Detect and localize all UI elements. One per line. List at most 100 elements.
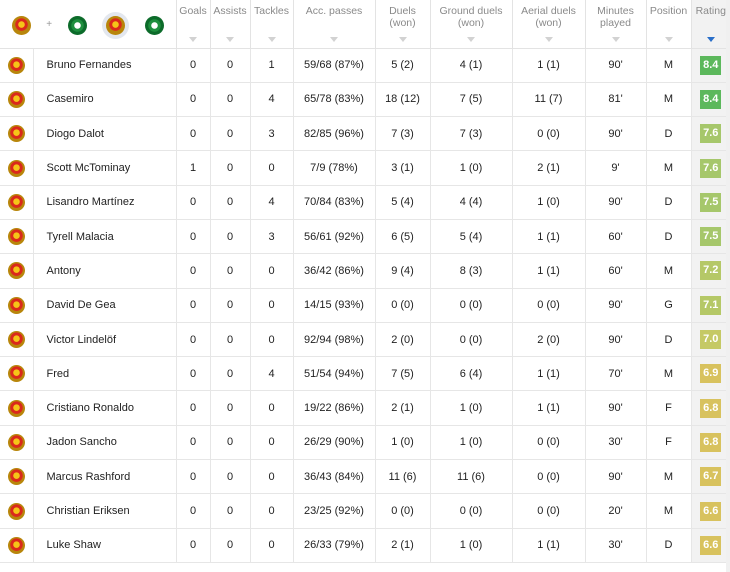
aerial-duels-value: 1 (0) — [512, 185, 586, 220]
player-name[interactable]: Fred — [33, 356, 177, 392]
man-utd-crest-icon — [7, 502, 25, 520]
rating-badge: 6.8 — [700, 398, 722, 418]
column-header-position[interactable]: Position — [646, 0, 692, 49]
position-value: D — [646, 219, 692, 255]
assists-value: 0 — [210, 150, 251, 186]
column-header-ground-duels[interactable]: Ground duels (won) — [430, 0, 513, 49]
column-header-goals[interactable]: Goals — [176, 0, 211, 49]
goals-value: 0 — [176, 390, 211, 426]
position-value: D — [646, 116, 692, 152]
table-row[interactable]: Antony 0 0 0 36/42 (86%) 9 (4) 8 (3) 1 (… — [0, 253, 730, 289]
table-row[interactable]: Marcus Rashford 0 0 0 36/43 (84%) 11 (6)… — [0, 459, 730, 495]
aerial-duels-value: 0 (0) — [512, 459, 586, 495]
panathinaikos-crest-icon[interactable] — [144, 15, 164, 35]
table-row[interactable]: Scott McTominay 1 0 0 7/9 (78%) 3 (1) 1 … — [0, 150, 730, 186]
tackles-value: 0 — [250, 528, 294, 563]
duels-value: 5 (4) — [375, 185, 431, 220]
player-name[interactable]: Casemiro — [33, 82, 177, 118]
duels-value: 0 (0) — [375, 288, 431, 323]
player-name[interactable]: Cristiano Ronaldo — [33, 390, 177, 426]
column-header-duels[interactable]: Duels (won) — [375, 0, 431, 49]
team-toggle-man-utd[interactable] — [102, 11, 130, 39]
man-utd-crest-icon[interactable] — [11, 15, 31, 35]
rating-cell: 6.8 — [691, 390, 730, 426]
player-name[interactable]: Scott McTominay — [33, 150, 177, 186]
man-utd-crest-icon — [106, 15, 126, 35]
table-row[interactable]: Fred 0 0 4 51/54 (94%) 7 (5) 6 (4) 1 (1)… — [0, 356, 730, 392]
team-crest-cell — [0, 116, 34, 152]
player-name[interactable]: Lisandro Martínez — [33, 185, 177, 220]
table-row[interactable]: Lisandro Martínez 0 0 4 70/84 (83%) 5 (4… — [0, 185, 730, 220]
tackles-value: 0 — [250, 288, 294, 323]
duels-value: 6 (5) — [375, 219, 431, 255]
aerial-duels-value: 0 (0) — [512, 425, 586, 461]
player-name[interactable]: David De Gea — [33, 288, 177, 323]
team-crest-cell — [0, 322, 34, 358]
rating-badge: 6.6 — [700, 501, 722, 521]
table-row[interactable]: Casemiro 0 0 4 65/78 (83%) 18 (12) 7 (5)… — [0, 82, 730, 118]
minutes-value: 20' — [585, 493, 647, 529]
ground-duels-value: 1 (0) — [430, 150, 513, 186]
table-row[interactable]: Victor Lindelöf 0 0 0 92/94 (98%) 2 (0) … — [0, 322, 730, 358]
duels-value: 18 (12) — [375, 82, 431, 118]
player-name[interactable]: Luke Shaw — [33, 528, 177, 563]
player-name[interactable]: Bruno Fernandes — [33, 48, 177, 83]
ground-duels-value: 4 (1) — [430, 48, 513, 83]
minutes-value: 9' — [585, 150, 647, 186]
minutes-value: 30' — [585, 425, 647, 461]
rating-badge: 7.6 — [700, 158, 722, 178]
sort-arrow-icon — [398, 36, 407, 42]
minutes-value: 90' — [585, 322, 647, 358]
duels-value: 7 (5) — [375, 356, 431, 392]
player-name[interactable]: Antony — [33, 253, 177, 289]
ground-duels-value: 4 (4) — [430, 185, 513, 220]
player-name[interactable]: Diogo Dalot — [33, 116, 177, 152]
acc-passes-value: 7/9 (78%) — [293, 150, 376, 186]
player-name[interactable]: Tyrell Malacia — [33, 219, 177, 255]
table-row[interactable]: Bruno Fernandes 0 0 1 59/68 (87%) 5 (2) … — [0, 48, 730, 83]
column-header-tackles[interactable]: Tackles — [250, 0, 294, 49]
scrollbar[interactable] — [726, 0, 730, 572]
man-utd-crest-icon — [7, 159, 25, 177]
aerial-duels-value: 0 (0) — [512, 116, 586, 152]
player-name[interactable]: Marcus Rashford — [33, 459, 177, 495]
table-row[interactable]: Jadon Sancho 0 0 0 26/29 (90%) 1 (0) 1 (… — [0, 425, 730, 461]
player-name[interactable]: Jadon Sancho — [33, 425, 177, 461]
ground-duels-value: 1 (0) — [430, 425, 513, 461]
player-name[interactable]: Christian Eriksen — [33, 493, 177, 529]
minutes-value: 90' — [585, 459, 647, 495]
column-header-minutes[interactable]: Minutes played — [585, 0, 647, 49]
assists-value: 0 — [210, 185, 251, 220]
table-row[interactable]: Tyrell Malacia 0 0 3 56/61 (92%) 6 (5) 5… — [0, 219, 730, 255]
tackles-value: 3 — [250, 116, 294, 152]
sort-arrow-icon — [267, 36, 276, 42]
player-name[interactable]: Victor Lindelöf — [33, 322, 177, 358]
sort-arrow-icon — [544, 36, 553, 42]
aerial-duels-value: 1 (1) — [512, 390, 586, 426]
column-header-acc-passes[interactable]: Acc. passes — [293, 0, 376, 49]
table-row[interactable]: Christian Eriksen 0 0 0 23/25 (92%) 0 (0… — [0, 493, 730, 529]
aerial-duels-value: 1 (1) — [512, 219, 586, 255]
position-value: D — [646, 528, 692, 563]
goals-value: 0 — [176, 48, 211, 83]
goals-value: 0 — [176, 116, 211, 152]
sort-arrow-icon — [467, 36, 475, 42]
column-header-aerial-duels[interactable]: Aerial duels (won) — [512, 0, 586, 49]
table-row[interactable]: Cristiano Ronaldo 0 0 0 19/22 (86%) 2 (1… — [0, 390, 730, 426]
column-header-rating[interactable]: Rating — [691, 0, 730, 49]
goals-value: 0 — [176, 356, 211, 392]
minutes-value: 90' — [585, 116, 647, 152]
panathinaikos-crest-icon[interactable] — [67, 15, 87, 35]
table-row[interactable]: Diogo Dalot 0 0 3 82/85 (96%) 7 (3) 7 (3… — [0, 116, 730, 152]
rating-badge: 8.4 — [700, 55, 722, 75]
position-value: F — [646, 425, 692, 461]
table-row[interactable]: Luke Shaw 0 0 0 26/33 (79%) 2 (1) 1 (0) … — [0, 528, 730, 563]
goals-value: 0 — [176, 493, 211, 529]
position-value: M — [646, 48, 692, 83]
rating-badge: 6.8 — [700, 432, 722, 452]
column-header-assists[interactable]: Assists — [210, 0, 251, 49]
table-row[interactable]: David De Gea 0 0 0 14/15 (93%) 0 (0) 0 (… — [0, 288, 730, 323]
rating-cell: 7.1 — [691, 288, 730, 323]
